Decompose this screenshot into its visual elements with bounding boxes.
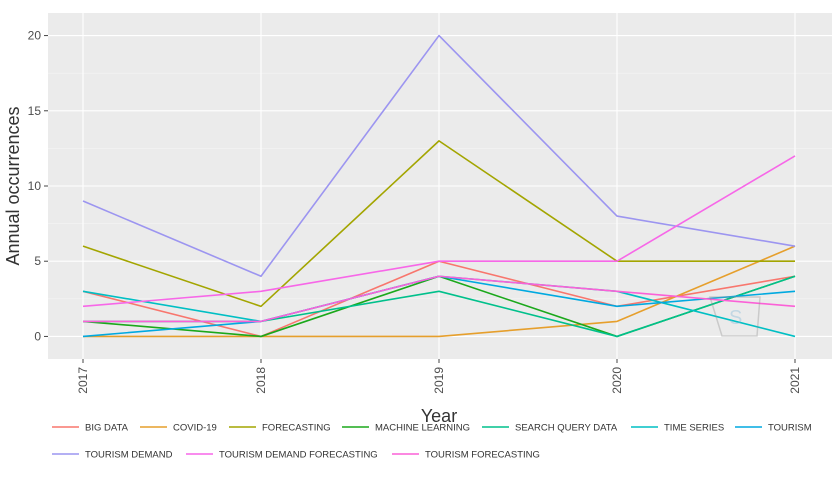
y-tick-label: 0 (34, 329, 41, 343)
x-tick-label: 2019 (432, 367, 446, 394)
legend: BIG DATA COVID-19 FORECASTING MACHINE LEARN… (52, 423, 812, 461)
series-line (83, 275, 796, 323)
svg-text:S: S (729, 307, 742, 329)
y-axis: 0 5 10 15 20 (28, 29, 48, 343)
legend-label: COVID-19 (173, 423, 217, 434)
y-tick-label: 20 (28, 29, 42, 43)
series-line (82, 155, 796, 308)
legend-label: TOURISM FORECASTING (425, 450, 540, 461)
y-tick-label: 15 (28, 104, 42, 118)
y-tick-label: 5 (34, 254, 41, 268)
x-tick-label: 2018 (254, 367, 268, 394)
legend-label: TOURISM DEMAND (85, 450, 173, 461)
series-line (82, 140, 795, 308)
legend-label: TIME SERIES (664, 423, 724, 434)
legend-label: SEARCH QUERY DATA (515, 423, 618, 434)
series-lines (82, 34, 796, 338)
legend-label: MACHINE LEARNING (375, 423, 470, 434)
legend-label: BIG DATA (85, 423, 129, 434)
x-axis: 2017 2018 2019 2020 2021 (76, 359, 802, 394)
x-tick-label: 2017 (76, 367, 90, 394)
legend-label: TOURISM (768, 423, 812, 434)
y-axis-title: Annual occurrences (3, 106, 23, 265)
watermark-logo: S (708, 296, 761, 337)
x-tick-label: 2021 (788, 367, 802, 394)
legend-label: TOURISM DEMAND FORECASTING (219, 450, 378, 461)
x-axis-title: Year (421, 406, 457, 426)
x-tick-label: 2020 (610, 367, 624, 394)
y-tick-label: 10 (28, 179, 42, 193)
legend-label: FORECASTING (262, 423, 331, 434)
grid (48, 13, 832, 359)
